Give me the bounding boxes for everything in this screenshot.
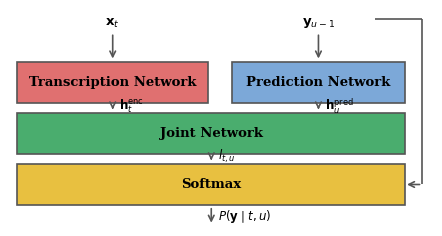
FancyBboxPatch shape (17, 164, 405, 205)
Text: Transcription Network: Transcription Network (29, 76, 196, 89)
Text: $\mathbf{x}_t$: $\mathbf{x}_t$ (106, 17, 120, 30)
FancyBboxPatch shape (17, 113, 405, 154)
Text: $\mathbf{h}_t^{\mathrm{enc}}$: $\mathbf{h}_t^{\mathrm{enc}}$ (119, 97, 144, 115)
Text: Joint Network: Joint Network (160, 127, 263, 140)
Text: Prediction Network: Prediction Network (246, 76, 391, 89)
Text: $\mathbf{y}_{u-1}$: $\mathbf{y}_{u-1}$ (302, 16, 335, 30)
Text: $\mathbf{h}_u^{\mathrm{pred}}$: $\mathbf{h}_u^{\mathrm{pred}}$ (325, 96, 354, 116)
Text: $P\left(\mathbf{y}\mid t,u\right)$: $P\left(\mathbf{y}\mid t,u\right)$ (218, 208, 271, 225)
Text: $l_{t,u}$: $l_{t,u}$ (218, 148, 235, 165)
FancyBboxPatch shape (232, 63, 405, 103)
Text: Softmax: Softmax (181, 178, 241, 191)
FancyBboxPatch shape (17, 63, 208, 103)
